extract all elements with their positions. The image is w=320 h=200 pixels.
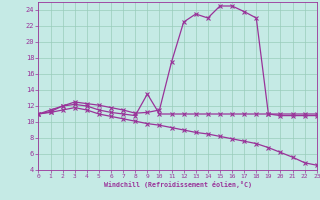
X-axis label: Windchill (Refroidissement éolien,°C): Windchill (Refroidissement éolien,°C) [104,181,252,188]
